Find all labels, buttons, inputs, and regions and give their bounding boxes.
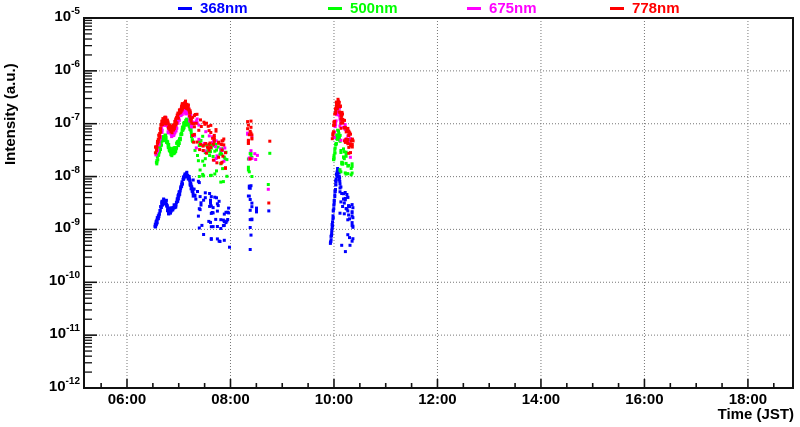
legend-label-778nm: 778nm	[632, 0, 680, 17]
legend-item-675nm: 675nm	[467, 0, 537, 17]
series-778nm	[153, 97, 355, 205]
x-tick-label: 14:00	[521, 391, 561, 408]
legend-marker-675nm	[467, 7, 481, 10]
y-tick-label: 10-6	[54, 58, 80, 78]
x-axis-title: Time (JST)	[717, 406, 794, 423]
legend-label-675nm: 675nm	[489, 0, 537, 17]
x-tick-label: 12:00	[418, 391, 457, 408]
x-tick-label: 06:00	[107, 391, 147, 408]
legend-item-500nm: 500nm	[328, 0, 398, 17]
legend-label-368nm: 368nm	[200, 0, 248, 17]
legend-marker-778nm	[610, 7, 624, 10]
series-368nm	[153, 167, 355, 254]
y-tick-label: 10-11	[49, 323, 80, 343]
x-tick-label: 10:00	[314, 391, 354, 408]
legend-item-368nm: 368nm	[178, 0, 248, 17]
legend-label-500nm: 500nm	[350, 0, 398, 17]
y-tick-label: 10-8	[54, 164, 80, 184]
legend-marker-500nm	[328, 7, 342, 10]
x-tick-label: 18:00	[728, 391, 768, 408]
x-tick-label: 08:00	[211, 391, 250, 408]
series-500nm	[154, 117, 354, 186]
y-tick-label: 10-7	[54, 111, 80, 131]
legend-item-778nm: 778nm	[610, 0, 680, 17]
y-tick-label: 10-12	[48, 376, 80, 395]
y-tick-label: 10-10	[48, 270, 80, 290]
y-tick-label: 10-5	[54, 6, 80, 25]
legend-marker-368nm	[178, 7, 192, 10]
y-tick-label: 10-9	[54, 217, 80, 237]
y-axis-title: Intensity (a.u.)	[2, 63, 19, 165]
x-tick-label: 16:00	[625, 391, 664, 408]
